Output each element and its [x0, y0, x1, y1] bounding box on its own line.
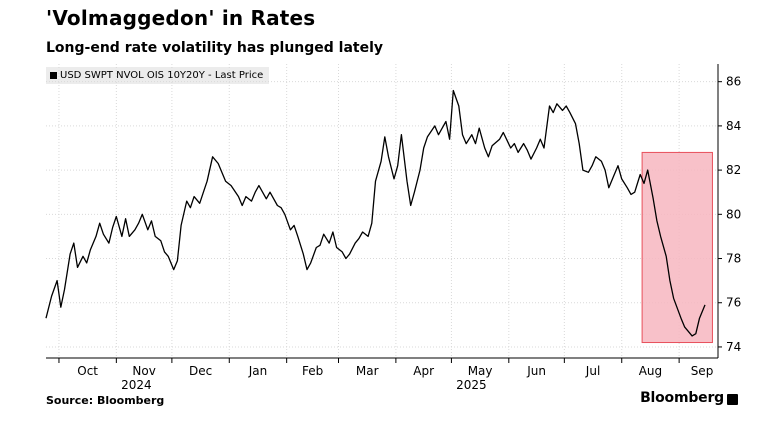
y-tick-label: 84: [726, 119, 741, 133]
chart-title: 'Volmaggedon' in Rates: [46, 6, 316, 30]
x-tick-label: Nov: [132, 364, 155, 378]
chart-subtitle: Long-end rate volatility has plunged lat…: [46, 40, 384, 56]
year-label: 2025: [456, 378, 487, 392]
legend-label: USD SWPT NVOL OIS 10Y20Y - Last Price: [60, 70, 264, 81]
y-tick-label: 86: [726, 75, 741, 89]
x-tick-label: Apr: [413, 364, 434, 378]
y-tick-label: 82: [726, 163, 741, 177]
x-tick-label: Mar: [356, 364, 379, 378]
x-tick-label: Aug: [639, 364, 662, 378]
highlight-box: [641, 151, 713, 344]
y-tick-label: 74: [726, 340, 741, 354]
legend-swatch: [50, 72, 57, 79]
x-tick-label: Oct: [77, 364, 98, 378]
y-tick-label: 76: [726, 296, 741, 310]
y-tick-label: 80: [726, 207, 741, 221]
x-tick-label: May: [468, 364, 493, 378]
series-line: [45, 89, 706, 337]
y-tick-label: 78: [726, 252, 741, 266]
bloomberg-mark-icon: [727, 393, 738, 405]
x-tick-label: Dec: [189, 364, 212, 378]
x-tick-label: Feb: [302, 364, 323, 378]
x-tick-label: Jan: [248, 364, 268, 378]
x-tick-label: Jun: [526, 364, 546, 378]
legend: USD SWPT NVOL OIS 10Y20Y - Last Price: [46, 67, 270, 84]
source-note: Source: Bloomberg: [46, 394, 165, 407]
x-tick-label: Jul: [585, 364, 600, 378]
bloomberg-logo: Bloomberg: [640, 390, 738, 406]
year-label: 2024: [121, 378, 152, 392]
x-tick-label: Sep: [691, 364, 714, 378]
brand-text: Bloomberg: [640, 390, 724, 406]
